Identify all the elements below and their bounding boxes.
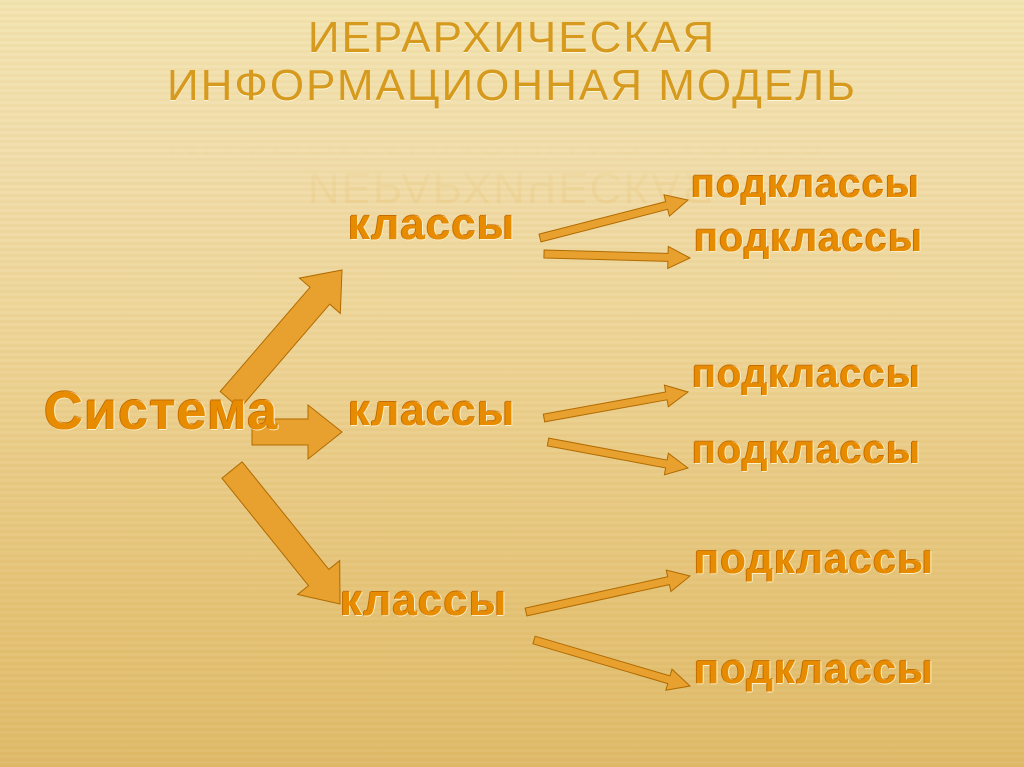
tree-node-s21: подклассы [692, 352, 921, 397]
arrow-c1-s12 [544, 246, 690, 268]
tree-node-s11: подклассы [691, 162, 920, 207]
title-line-2: ИНФОРМАЦИОННАЯ МОДЕЛЬ [167, 61, 857, 110]
arrow-c2-s22 [547, 438, 688, 475]
tree-node-c3: классы [340, 576, 508, 626]
arrow-c3-s32 [533, 636, 690, 690]
title-line-1: ИЕРАРХИЧЕСКАЯ [308, 13, 716, 62]
tree-node-s32: подклассы [694, 645, 934, 693]
slide-title: ИЕРАРХИЧЕСКАЯ ИНФОРМАЦИОННАЯ МОДЕЛЬ [0, 14, 1024, 109]
tree-node-c2: классы [348, 386, 516, 436]
arrow-c1-s11 [539, 195, 688, 242]
slide: ИЕРАРХИЧЕСКАЯ ИНФОРМАЦИОННАЯ МОДЕЛЬ ИЕРА… [0, 0, 1024, 767]
tree-node-c1: классы [348, 200, 516, 250]
arrow-root-c3 [222, 462, 340, 604]
tree-node-s31: подклассы [694, 535, 934, 583]
tree-node-s12: подклассы [694, 216, 923, 261]
tree-node-root: Система [44, 380, 278, 442]
arrow-c2-s21 [543, 385, 688, 422]
tree-node-s22: подклассы [692, 428, 921, 473]
arrow-c3-s31 [525, 570, 690, 616]
